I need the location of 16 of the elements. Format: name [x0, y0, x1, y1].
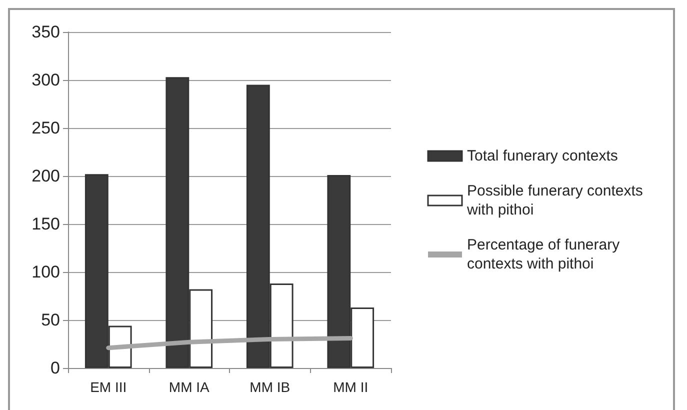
legend-label: Percentage of funerary contexts with pithoi [467, 236, 624, 272]
legend-label: Possible funerary contexts with pithoi [466, 182, 648, 218]
legend-label: Total funerary contexts [467, 148, 618, 164]
y-tick-label: 100 [32, 262, 60, 282]
x-tick-label: MM II [333, 379, 368, 395]
x-tick-label: MM IB [250, 379, 290, 395]
y-tick-label: 0 [50, 358, 60, 378]
y-tick-label: 200 [32, 166, 60, 186]
x-tick-label: MM IA [168, 379, 210, 395]
y-tick-label: 50 [41, 310, 60, 330]
x-tick-label: EM III [90, 379, 127, 395]
line-series [106, 336, 353, 350]
y-tick-label: 300 [32, 70, 60, 90]
y-tick-label: 250 [32, 118, 60, 138]
y-tick-label: 150 [32, 214, 60, 234]
y-tick-label: 350 [32, 22, 60, 42]
